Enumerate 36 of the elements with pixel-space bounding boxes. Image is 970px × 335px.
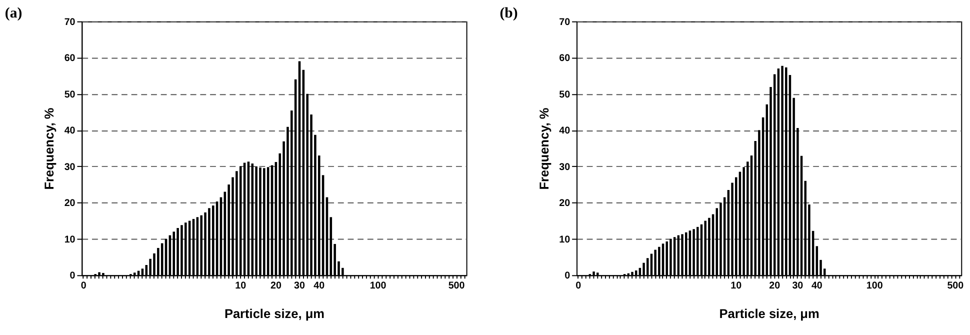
y-tick-label: 30: [64, 162, 76, 173]
chart-title: (a): [4, 5, 22, 22]
x-tick-label: 10: [235, 280, 247, 292]
y-tick-label: 50: [64, 89, 76, 100]
y-tick-label: 70: [64, 16, 76, 28]
y-tick-label: 70: [559, 16, 571, 28]
x-tick-label: 40: [811, 280, 823, 292]
y-tick-label: 10: [559, 234, 571, 246]
y-tick-label: 40: [559, 126, 571, 137]
x-tick-label: 500: [947, 280, 964, 292]
x-tick-label: 30: [792, 280, 804, 292]
x-tick-label: 0: [80, 280, 87, 292]
y-axis-title: Frequency, %: [536, 107, 552, 190]
x-tick-label: 40: [314, 280, 326, 292]
x-tick-label: 100: [866, 280, 884, 292]
x-axis-title: Particle size, μm: [719, 306, 820, 321]
x-tick-label: 100: [370, 280, 387, 292]
y-tick-label: 60: [559, 53, 571, 64]
chart-title: (b): [500, 5, 518, 22]
x-tick-label: 20: [270, 280, 282, 292]
x-axis-title: Particle size, μm: [224, 306, 325, 321]
y-tick-label: 0: [564, 270, 571, 282]
y-tick-label: 0: [70, 270, 76, 282]
y-tick-label: 20: [559, 198, 571, 210]
y-tick-label: 20: [64, 198, 76, 210]
y-tick-label: 60: [64, 53, 76, 64]
x-tick-label: 0: [576, 280, 582, 292]
x-tick-label: 30: [294, 280, 306, 292]
y-tick-label: 40: [64, 126, 76, 137]
y-tick-label: 10: [64, 234, 76, 246]
y-tick-label: 30: [559, 162, 571, 173]
x-tick-label: 500: [448, 280, 466, 292]
y-axis-title: Frequency, %: [41, 107, 56, 190]
x-tick-label: 20: [769, 280, 781, 292]
x-tick-label: 10: [730, 280, 742, 292]
y-tick-label: 50: [559, 89, 571, 100]
